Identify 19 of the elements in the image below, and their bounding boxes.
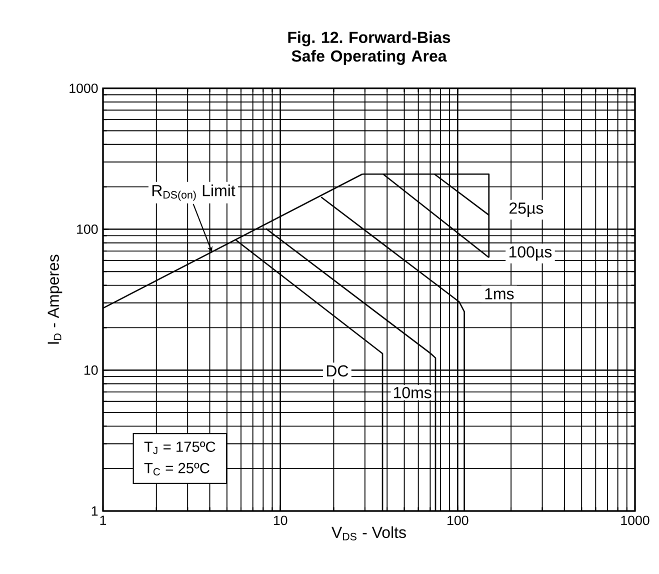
series-label: 10ms [394,386,432,398]
series-label: 1ms [485,288,514,300]
y-tick-label: 100 [77,224,98,234]
series-label: 100µs [509,246,552,261]
y-tick-label: 1 [92,506,98,516]
series-label: DC [326,365,348,377]
annotation: T$_{J}$ = 175ºC [144,442,216,454]
x-tick-label: 10 [274,516,288,526]
x-axis-title: V$_{DS}$ - Volts [332,526,406,540]
x-tick-label: 1 [100,516,106,525]
text: R$_{DS(on)}$ Limit [152,184,236,201]
chart-title: Fig. 12. Forward-Bias Safe Operating Area [288,31,450,65]
x-tick-label: 100 [448,516,468,526]
x-tick-label: 1000 [621,516,650,526]
y-tick-label: 10 [84,365,98,375]
series-label: 25µs [510,202,544,217]
y-axis-title: I$_{D}$ - Amperes [48,254,62,344]
y-tick-label: 1000 [70,84,98,94]
annotation: T$_{C}$ = 25ºC [144,462,210,476]
